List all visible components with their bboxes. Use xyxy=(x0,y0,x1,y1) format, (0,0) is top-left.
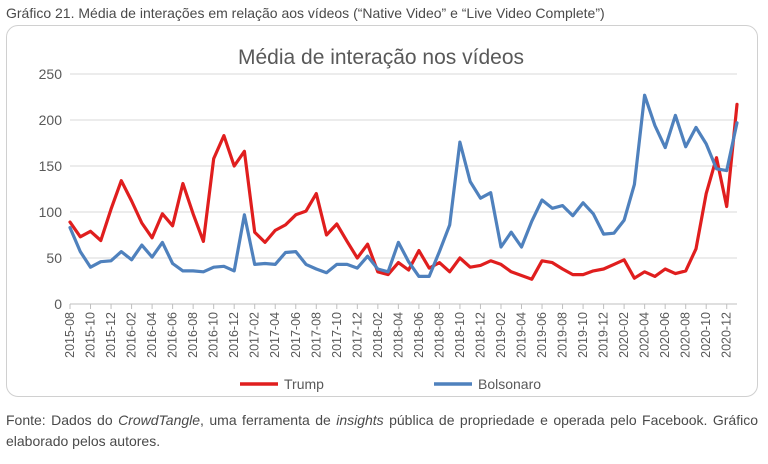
source-note: Fonte: Dados do CrowdTangle, uma ferrame… xyxy=(6,410,758,452)
y-tick-label: 0 xyxy=(54,296,62,312)
x-tick-label: 2017-06 xyxy=(289,312,303,358)
x-tick-label: 2018-08 xyxy=(432,312,446,358)
x-tick-label: 2020-04 xyxy=(638,312,652,358)
y-tick-label: 100 xyxy=(39,204,63,220)
chart-frame xyxy=(6,25,758,397)
x-tick-label: 2018-02 xyxy=(371,312,385,358)
x-tick-label: 2018-12 xyxy=(473,312,487,358)
x-tick-label: 2016-12 xyxy=(227,312,241,358)
source-em-insights: insights xyxy=(336,412,384,428)
x-tick-label: 2016-10 xyxy=(207,312,221,358)
x-tick-label: 2018-06 xyxy=(412,312,426,358)
x-tick-label: 2017-02 xyxy=(248,312,262,358)
legend-label-trump: Trump xyxy=(284,376,324,392)
x-tick-label: 2019-02 xyxy=(494,312,508,358)
x-tick-label: 2016-08 xyxy=(186,312,200,358)
x-tick-label: 2015-10 xyxy=(84,312,98,358)
x-tick-label: 2019-08 xyxy=(556,312,570,358)
y-tick-label: 250 xyxy=(39,66,63,82)
series-line-trump xyxy=(68,102,739,281)
y-tick-label: 50 xyxy=(46,250,62,266)
x-tick-label: 2018-04 xyxy=(391,312,405,358)
x-tick-label: 2016-06 xyxy=(166,312,180,358)
x-tick-label: 2020-06 xyxy=(658,312,672,358)
x-tick-label: 2017-08 xyxy=(309,312,323,358)
x-tick-label: 2017-12 xyxy=(350,312,364,358)
grid-lines xyxy=(70,73,737,305)
line-chart: Média de interação nos vídeos 0 50 100 150 2… xyxy=(39,46,739,392)
y-tick-label: 150 xyxy=(39,158,63,174)
x-tick-label: 2019-10 xyxy=(576,312,590,358)
source-pre: Fonte: Dados do xyxy=(6,412,119,428)
x-tick-label: 2018-10 xyxy=(453,312,467,358)
series-line-bolsonaro xyxy=(68,93,739,278)
legend: Trump Bolsonaro xyxy=(240,376,541,392)
x-tick-label: 2017-10 xyxy=(330,312,344,358)
x-tick-label: 2019-04 xyxy=(515,312,529,358)
x-tick-label: 2020-08 xyxy=(679,312,693,358)
x-axis: 2015-08 2015-10 2015-12 2016-02 2016-04 2016-… xyxy=(63,304,734,358)
series-lines xyxy=(68,93,739,281)
x-tick-label: 2015-08 xyxy=(63,312,77,358)
x-tick-label: 2020-12 xyxy=(720,312,734,358)
source-mid: , uma ferramenta de xyxy=(200,412,337,428)
y-tick-label: 200 xyxy=(39,112,63,128)
x-tick-label: 2017-04 xyxy=(268,312,282,358)
chart-title: Média de interação nos vídeos xyxy=(238,46,524,69)
x-tick-label: 2016-02 xyxy=(125,312,139,358)
legend-label-bolsonaro: Bolsonaro xyxy=(478,376,541,392)
source-post: pública de propriedade e operada pelo Fa… xyxy=(6,412,758,449)
x-tick-label: 2020-10 xyxy=(699,312,713,358)
x-tick-label: 2016-04 xyxy=(145,312,159,358)
y-axis: 0 50 100 150 200 250 xyxy=(39,66,63,312)
x-tick-label: 2019-12 xyxy=(597,312,611,358)
x-tick-label: 2020-02 xyxy=(617,312,631,358)
source-em-crowdtangle: CrowdTangle xyxy=(118,412,201,428)
figure-caption: Gráfico 21. Média de interações em relaç… xyxy=(6,5,605,21)
x-tick-label: 2019-06 xyxy=(535,312,549,358)
x-tick-label: 2015-12 xyxy=(104,312,118,358)
